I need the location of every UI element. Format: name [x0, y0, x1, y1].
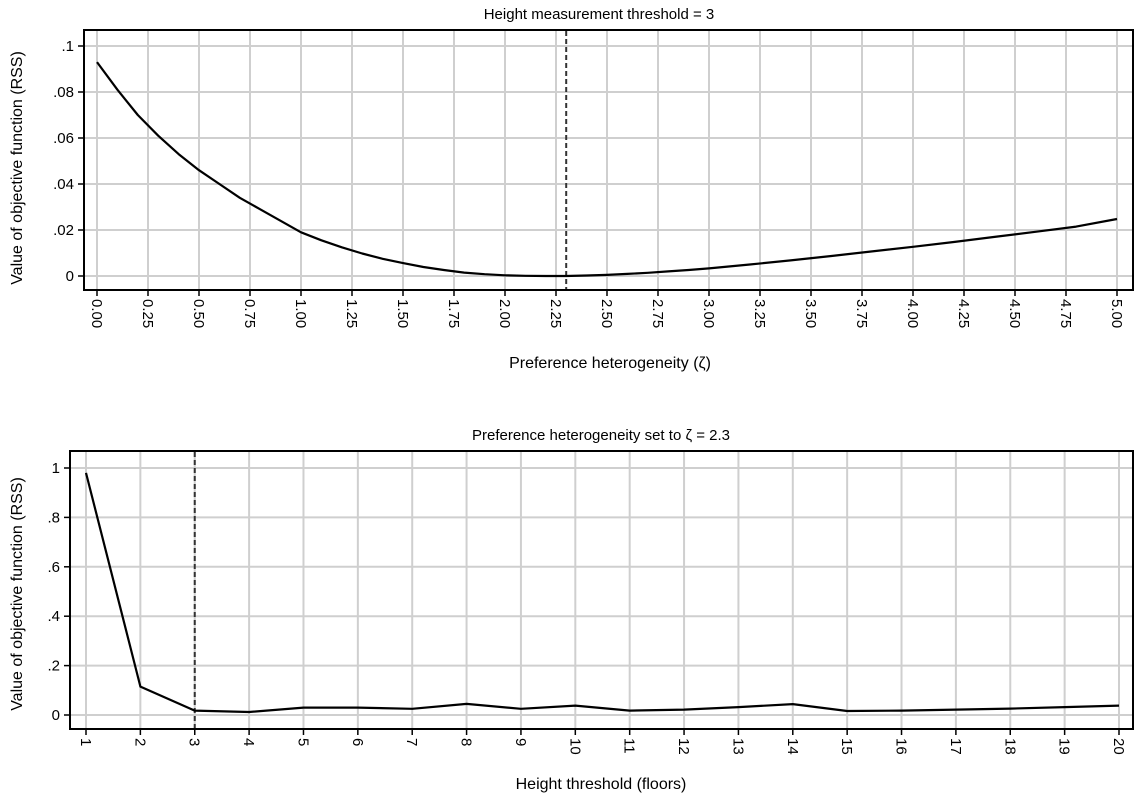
x-tick-label: 19 — [1056, 738, 1073, 755]
chart-title: Preference heterogeneity set to ζ = 2.3 — [472, 427, 730, 444]
x-tick-label: 3.50 — [802, 299, 819, 328]
y-axis-title: Value of objective function (RSS) — [9, 477, 26, 711]
x-tick-label: 1.50 — [394, 299, 411, 328]
x-tick-label: 8 — [458, 738, 475, 746]
x-tick-label: 16 — [893, 738, 910, 755]
x-tick-label: 10 — [566, 738, 583, 755]
x-tick-label: 15 — [838, 738, 855, 755]
x-tick-label: 3.25 — [751, 299, 768, 328]
y-tick-label: .04 — [53, 176, 74, 193]
x-tick-label: 17 — [947, 738, 964, 755]
y-tick-label: .06 — [53, 130, 74, 147]
series-line — [84, 472, 1120, 714]
plot-frame — [69, 450, 1134, 730]
y-tick-label: .1 — [61, 38, 74, 55]
x-tick-label: 2.00 — [496, 299, 513, 328]
x-tick-label: 5 — [294, 738, 311, 746]
chart-title: Height measurement threshold = 3 — [484, 6, 715, 23]
chart-panel-top: Height measurement threshold = 3 Value o… — [9, 6, 1134, 372]
y-tick-label: .6 — [47, 559, 60, 576]
plot-frame — [83, 29, 1134, 291]
y-tick-label: 1 — [52, 460, 60, 477]
y-tick-label: 0 — [52, 707, 60, 724]
x-tick-label: 2.75 — [649, 299, 666, 328]
y-tick-label: .8 — [47, 509, 60, 526]
x-tick-label: 3 — [186, 738, 203, 746]
x-tick-label: 12 — [675, 738, 692, 755]
x-tick-label: 4.75 — [1057, 299, 1074, 328]
x-tick-label: 2.50 — [598, 299, 615, 328]
x-axis-title: Height threshold (floors) — [516, 776, 687, 793]
x-tick-label: 1.25 — [343, 299, 360, 328]
chart-panel-bottom: Preference heterogeneity set to ζ = 2.3 … — [9, 427, 1134, 793]
x-tick-label: 11 — [621, 738, 638, 754]
x-tick-label: 0.00 — [88, 299, 105, 328]
y-tick-label: .08 — [53, 84, 74, 101]
x-tick-label: 20 — [1110, 738, 1127, 755]
x-tick-label: 1.75 — [445, 299, 462, 328]
x-tick-label: 4 — [240, 738, 257, 746]
y-tick-label: .2 — [47, 658, 60, 675]
x-tick-label: 7 — [403, 738, 420, 746]
x-tick-label: 9 — [512, 738, 529, 746]
x-tick-label: 1.00 — [292, 299, 309, 328]
x-tick-label: 3.75 — [853, 299, 870, 328]
x-axis-title: Preference heterogeneity (ζ) — [509, 355, 711, 372]
x-tick-label: 0.75 — [241, 299, 258, 328]
series-line — [96, 61, 1118, 278]
x-tick-label: 2 — [131, 738, 148, 746]
x-tick-label: 5.00 — [1108, 299, 1125, 328]
x-tick-label: 6 — [349, 738, 366, 746]
y-tick-label: .4 — [47, 608, 60, 625]
x-tick-label: 0.25 — [139, 299, 156, 328]
x-tick-label: 13 — [729, 738, 746, 755]
x-tick-label: 1 — [77, 738, 94, 746]
x-tick-label: 4.50 — [1006, 299, 1023, 328]
x-tick-label: 4.25 — [955, 299, 972, 328]
x-tick-label: 14 — [784, 738, 801, 755]
x-tick-label: 18 — [1001, 738, 1018, 755]
x-tick-label: 0.50 — [190, 299, 207, 328]
x-tick-label: 2.25 — [547, 299, 564, 328]
y-tick-label: 0 — [66, 268, 74, 285]
x-tick-label: 4.00 — [904, 299, 921, 328]
x-tick-label: 3.00 — [700, 299, 717, 328]
y-axis-title: Value of objective function (RSS) — [9, 51, 26, 285]
y-tick-label: .02 — [53, 222, 74, 239]
